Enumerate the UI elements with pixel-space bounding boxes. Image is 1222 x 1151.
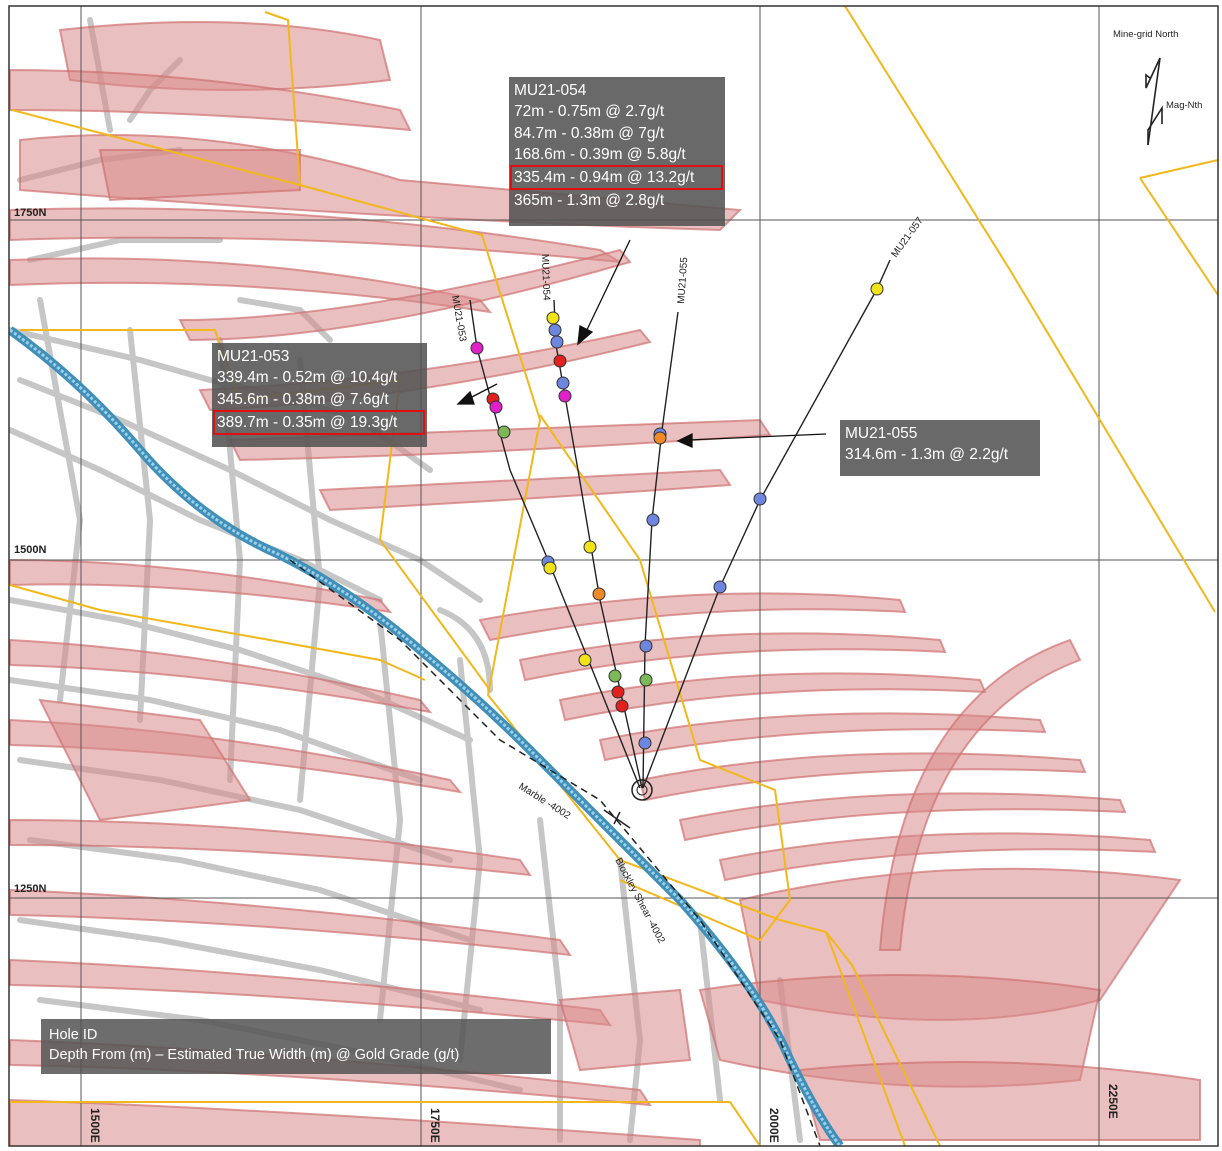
shear-trace <box>289 559 821 1146</box>
legend-line-hole-id: Hole ID <box>49 1027 98 1043</box>
callout-arrows <box>456 239 827 448</box>
intercept-dot <box>615 699 629 713</box>
easting-label-1500: 1500E <box>88 1108 102 1143</box>
intercept-dot <box>550 335 564 349</box>
lease-boundaries <box>9 6 1218 1146</box>
intercept-dot <box>639 673 653 687</box>
intercept-markers <box>470 282 884 750</box>
intercept-dot <box>753 492 767 506</box>
callout-result: 84.7m - 0.38m @ 7g/t <box>514 124 665 142</box>
intercept-dot <box>578 653 592 667</box>
easting-label-2250: 2250E <box>1106 1084 1120 1119</box>
intercept-dot <box>638 736 652 750</box>
mine-grid-north-label: Mine-grid North <box>1113 29 1179 40</box>
callout-result: 168.6m - 0.39m @ 5.8g/t <box>514 145 686 163</box>
callout-mu21-055: MU21-055 314.6m - 1.3m @ 2.2g/t <box>840 420 1040 476</box>
intercept-dot <box>556 376 570 390</box>
intercept-dot <box>497 425 511 439</box>
callout-mu21-054: MU21-054 72m - 0.75m @ 2.7g/t 84.7m - 0.… <box>509 77 725 226</box>
callout-result: 365m - 1.3m @ 2.8g/t <box>514 192 665 210</box>
legend-line-format: Depth From (m) – Estimated True Width (m… <box>49 1047 460 1063</box>
hole-label-mu21-054: MU21-054 <box>539 254 552 301</box>
callout-title: MU21-055 <box>845 425 918 442</box>
easting-label-2000: 2000E <box>767 1108 781 1143</box>
northing-label-1250: 1250N <box>14 883 46 895</box>
mag-north-label: Mag-Nth <box>1166 100 1203 111</box>
intercept-dot <box>558 389 572 403</box>
intercept-dot <box>470 341 484 355</box>
intercept-dot <box>489 400 503 414</box>
intercept-dot <box>653 431 667 445</box>
intercept-dot <box>646 513 660 527</box>
north-arrow-icon <box>1145 57 1163 146</box>
intercept-dot <box>553 354 567 368</box>
callout-result: 72m - 0.75m @ 2.7g/t <box>514 103 665 121</box>
intercept-dot <box>548 323 562 337</box>
legend: Hole ID Depth From (m) – Estimated True … <box>41 1019 551 1074</box>
callout-result: 339.4m - 0.52m @ 10.4g/t <box>217 369 398 387</box>
northing-label-1500: 1500N <box>14 544 46 556</box>
intercept-dot <box>546 311 560 325</box>
callout-result-highlighted: 389.7m - 0.35m @ 19.3g/t <box>213 409 425 436</box>
callout-result: 314.6m - 1.3m @ 2.2g/t <box>845 446 1009 464</box>
intercept-dot <box>592 587 606 601</box>
intercept-dot <box>608 669 622 683</box>
callout-result-highlighted: 335.4m - 0.94m @ 13.2g/t <box>510 165 723 191</box>
intercept-dot <box>543 561 557 575</box>
hole-label-mu21-055: MU21-055 <box>676 256 690 304</box>
callout-title: MU21-053 <box>217 348 290 365</box>
drill-collar <box>631 779 653 801</box>
easting-label-1750: 1750E <box>428 1108 442 1143</box>
map-border <box>8 5 1219 1147</box>
intercept-dot <box>639 639 653 653</box>
callout-title: MU21-054 <box>514 82 587 99</box>
intercept-dot <box>713 580 727 594</box>
intercept-dot <box>611 685 625 699</box>
intercept-dot <box>870 282 884 296</box>
callout-mu21-053: MU21-053 339.4m - 0.52m @ 10.4g/t 345.6m… <box>212 343 427 447</box>
callout-result: 345.6m - 0.38m @ 7.6g/t <box>217 390 389 408</box>
northing-label-1750: 1750N <box>14 207 46 219</box>
intercept-dot <box>583 540 597 554</box>
